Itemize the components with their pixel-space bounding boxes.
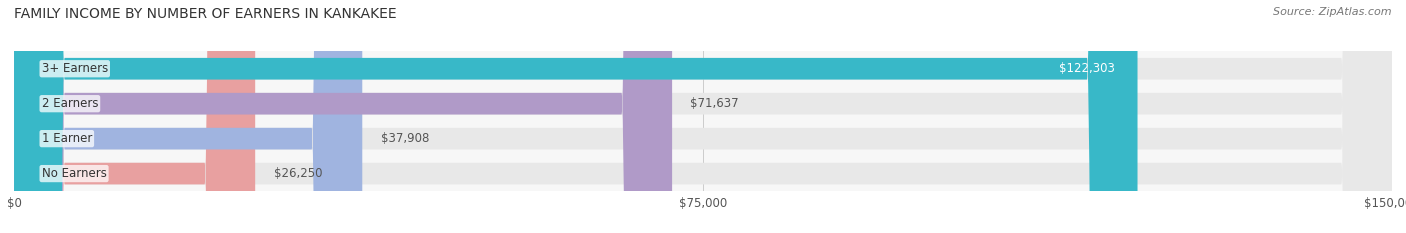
FancyBboxPatch shape — [14, 0, 1392, 233]
Text: 1 Earner: 1 Earner — [42, 132, 91, 145]
FancyBboxPatch shape — [14, 0, 363, 233]
FancyBboxPatch shape — [14, 0, 256, 233]
Text: $37,908: $37,908 — [381, 132, 429, 145]
FancyBboxPatch shape — [14, 0, 1392, 233]
FancyBboxPatch shape — [14, 0, 1392, 233]
Text: $122,303: $122,303 — [1059, 62, 1115, 75]
Text: 3+ Earners: 3+ Earners — [42, 62, 108, 75]
FancyBboxPatch shape — [14, 0, 1392, 233]
FancyBboxPatch shape — [14, 0, 1137, 233]
Text: 2 Earners: 2 Earners — [42, 97, 98, 110]
Text: $71,637: $71,637 — [690, 97, 740, 110]
Text: $26,250: $26,250 — [274, 167, 322, 180]
Text: No Earners: No Earners — [42, 167, 107, 180]
Text: Source: ZipAtlas.com: Source: ZipAtlas.com — [1274, 7, 1392, 17]
Text: FAMILY INCOME BY NUMBER OF EARNERS IN KANKAKEE: FAMILY INCOME BY NUMBER OF EARNERS IN KA… — [14, 7, 396, 21]
FancyBboxPatch shape — [14, 0, 672, 233]
